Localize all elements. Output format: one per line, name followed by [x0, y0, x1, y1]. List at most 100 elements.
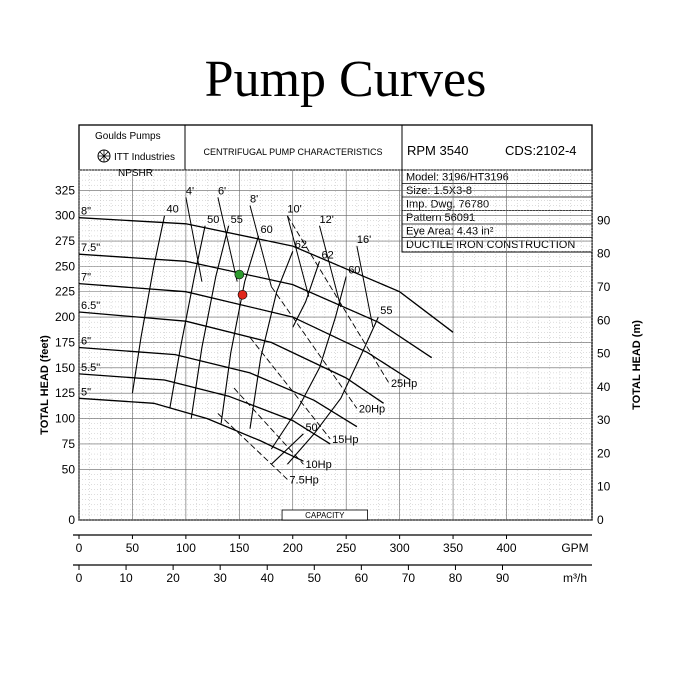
x-tick-label: 150	[229, 541, 249, 555]
impeller-curve	[78, 253, 433, 359]
x2-tick-label: 60	[355, 571, 369, 585]
npsh-curve-label: 4'	[186, 185, 194, 197]
efficiency-curve	[270, 276, 347, 450]
npsh-curve-label: 16'	[357, 234, 371, 246]
y-tick-label: 325	[55, 183, 75, 197]
capacity-label: CAPACITY	[305, 511, 345, 520]
efficiency-curve	[292, 261, 321, 328]
y-tick-label: 100	[55, 412, 75, 426]
impeller-label: 5.5"	[81, 362, 100, 374]
y2-tick-label: 60	[597, 313, 611, 327]
y-tick-label: 275	[55, 234, 75, 248]
x2-tick-label: 0	[76, 571, 83, 585]
y2-axis-label: TOTAL HEAD (m)	[631, 320, 643, 410]
x2-tick-label: 50	[308, 571, 322, 585]
npsh-curve-label: 8'	[250, 194, 258, 206]
efficiency-curve	[131, 215, 166, 394]
efficiency-curve	[190, 225, 230, 419]
x-tick-label: 200	[283, 541, 303, 555]
impeller-curve	[78, 217, 454, 333]
npsh-curve-label: 10'	[287, 204, 301, 216]
impeller-label: 5"	[81, 386, 91, 398]
impeller-label: 7"	[81, 272, 91, 284]
y2-tick-label: 80	[597, 247, 611, 261]
npsh-curve	[286, 215, 310, 297]
y-tick-label: 225	[55, 285, 75, 299]
rpm-label: RPM 3540	[407, 143, 468, 158]
efficiency-curve	[286, 316, 379, 465]
y-tick-label: 75	[62, 437, 76, 451]
npsh-curve-label: 6'	[218, 185, 226, 197]
efficiency-label: 55	[231, 214, 243, 226]
header-center-title: CENTRIFUGAL PUMP CHARACTERISTICS	[203, 147, 382, 157]
impeller-label: 7.5"	[81, 242, 100, 254]
efficiency-label: 50	[207, 214, 219, 226]
info-line: Model: 3196/HT3196	[406, 172, 509, 184]
efficiency-curve	[220, 235, 260, 424]
horsepower-line	[233, 387, 304, 465]
y2-tick-label: 40	[597, 380, 611, 394]
y-tick-label: 125	[55, 386, 75, 400]
operating-point-green	[234, 269, 245, 280]
impeller-label: 8"	[81, 206, 91, 218]
y-tick-label: 300	[55, 209, 75, 223]
impeller-label: 6"	[81, 336, 91, 348]
x-axis-label: GPM	[561, 541, 588, 555]
efficiency-curve	[249, 250, 294, 429]
npsh-curve	[249, 205, 272, 287]
page-title: Pump Curves	[204, 51, 487, 108]
pump-chart-svg: Goulds Pumps ITT Industries CENTRIFUGAL …	[39, 124, 643, 585]
x-tick-label: 250	[336, 541, 356, 555]
efficiency-curve	[169, 225, 206, 409]
y-tick-label: 0	[68, 513, 75, 527]
x2-tick-label: 70	[402, 571, 416, 585]
horsepower-label: 20Hp	[359, 403, 385, 415]
x-tick-label: 50	[126, 541, 140, 555]
horsepower-line	[287, 215, 390, 384]
npsh-curve	[356, 246, 374, 328]
horsepower-label: 10Hp	[305, 459, 331, 471]
x2-tick-label: 10	[119, 571, 133, 585]
horsepower-label: 7.5Hp	[289, 474, 318, 486]
efficiency-label: 60	[261, 224, 273, 236]
info-line: Pattern 56091	[406, 212, 475, 224]
info-line: DUCTILE IRON CONSTRUCTION	[406, 239, 575, 251]
y-tick-label: 150	[55, 361, 75, 375]
cds-label: CDS:2102-4	[505, 143, 577, 158]
x2-tick-label: 80	[449, 571, 463, 585]
info-line: Eye Area: 4.43 in²	[406, 226, 494, 238]
grid-layer	[78, 169, 593, 521]
impeller-curve	[78, 311, 384, 404]
efficiency-label: 40	[167, 204, 179, 216]
x-tick-label: 300	[390, 541, 410, 555]
efficiency-label: 50	[305, 422, 317, 434]
npsh-curve	[319, 225, 342, 308]
info-line: Imp. Dwg. 76780	[406, 199, 489, 211]
y-tick-label: 175	[55, 335, 75, 349]
horsepower-line	[271, 286, 358, 409]
npsh-curve	[185, 197, 203, 282]
itt-logo-icon	[97, 149, 111, 163]
axis-layer: 0507510012515017520022525027530032501020…	[39, 168, 643, 585]
y2-tick-label: 50	[597, 347, 611, 361]
y2-tick-label: 10	[597, 480, 611, 494]
x-tick-label: 350	[443, 541, 463, 555]
y-axis-label: TOTAL HEAD (feet)	[39, 335, 51, 435]
y2-tick-label: 30	[597, 413, 611, 427]
x2-tick-label: 20	[166, 571, 180, 585]
y-tick-label: 200	[55, 310, 75, 324]
impeller-curve	[78, 397, 304, 462]
x2-tick-label: 40	[261, 571, 275, 585]
operating-point-red	[237, 289, 248, 300]
company-name: Goulds Pumps	[95, 131, 161, 142]
y2-tick-label: 0	[597, 513, 604, 527]
horsepower-label: 25Hp	[391, 378, 417, 390]
info-line: Size: 1.5X3-8	[406, 185, 472, 197]
y2-tick-label: 70	[597, 280, 611, 294]
x-tick-label: 100	[176, 541, 196, 555]
efficiency-curve	[271, 433, 304, 465]
horsepower-line	[249, 337, 331, 440]
logo-text: ITT Industries	[114, 152, 175, 163]
